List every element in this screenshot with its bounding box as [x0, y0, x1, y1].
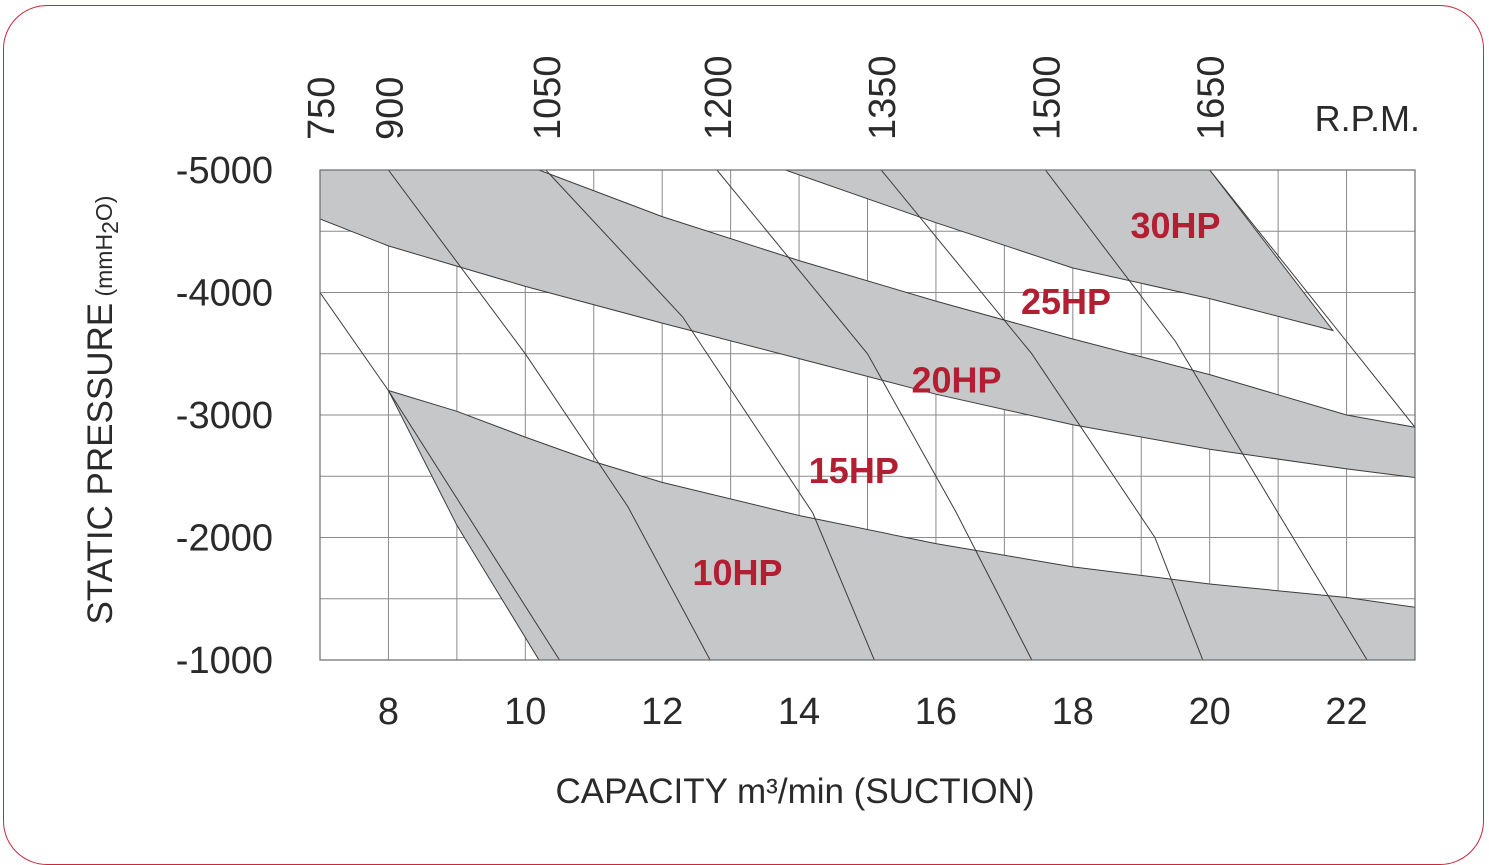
rpm-curve-1500 [1045, 170, 1368, 660]
y-axis-label-unit-prefix: (mmH [91, 234, 117, 303]
rpm-curve-900 [387, 170, 711, 660]
rpm-curve-1350 [880, 170, 1204, 660]
plot-border-rect [319, 169, 1416, 661]
rpm-axis-label: R.P.M. [1315, 98, 1420, 139]
x-tick-label: 16 [915, 691, 957, 733]
y-tick-label: -5000 [176, 150, 273, 192]
x-tick-label: 10 [504, 691, 546, 733]
y-axis-ticks: -5000 -4000 -3000 -2000 -1000 [176, 150, 273, 682]
hp-label-25hp: 25HP [1021, 281, 1111, 322]
rpm-curve-1200 [716, 170, 1033, 660]
y-tick-label: -4000 [176, 273, 273, 315]
y-axis-label-unit-suffix: O) [91, 196, 117, 222]
y-tick-label: -1000 [176, 640, 273, 682]
x-axis-ticks: 8 10 12 14 16 18 20 22 [378, 691, 1368, 733]
rpm-axis-ticks: 750 900 1050 1200 1350 1500 1650 [301, 55, 1233, 140]
x-tick-label: 22 [1325, 691, 1367, 733]
x-tick-label: 12 [641, 691, 683, 733]
x-tick-label: 8 [378, 691, 399, 733]
band-10hp [387, 389, 1415, 660]
hp-bands [320, 170, 1415, 660]
hp-label-30hp: 30HP [1130, 205, 1220, 246]
rpm-tick-label: 1350 [862, 55, 904, 140]
hp-label-10hp: 10HP [692, 552, 782, 593]
plot-border [319, 169, 1416, 661]
x-tick-label: 18 [1052, 691, 1094, 733]
rpm-tick-label: 1200 [698, 55, 740, 140]
y-axis-label: STATIC PRESSURE (mmH2O) [81, 196, 123, 625]
rpm-curve-750 [320, 292, 560, 660]
hp-label-15hp: 15HP [809, 450, 899, 491]
y-tick-label: -2000 [176, 518, 273, 560]
band-20hp [320, 170, 1415, 479]
hp-labels: 10HP 15HP 20HP 25HP 30HP [692, 205, 1220, 593]
rpm-tick-label: 1050 [527, 55, 569, 140]
rpm-tick-label: 1650 [1191, 55, 1233, 140]
rpm-tick-label: 750 [301, 77, 343, 140]
y-axis-label-main: STATIC PRESSURE [81, 303, 120, 625]
rpm-curve-1050 [545, 170, 875, 660]
rpm-curves [320, 170, 1415, 660]
rpm-curve-1650 [1209, 170, 1415, 428]
band-30hp [785, 170, 1335, 332]
x-tick-label: 14 [778, 691, 820, 733]
x-tick-label: 20 [1189, 691, 1231, 733]
y-axis-label-unit-sub: 2 [97, 221, 123, 234]
hp-label-20hp: 20HP [911, 359, 1001, 400]
x-axis-label: CAPACITY m³/min (SUCTION) [556, 772, 1035, 811]
y-tick-label: -3000 [176, 395, 273, 437]
rpm-tick-label: 900 [369, 77, 411, 140]
rpm-tick-label: 1500 [1026, 55, 1068, 140]
